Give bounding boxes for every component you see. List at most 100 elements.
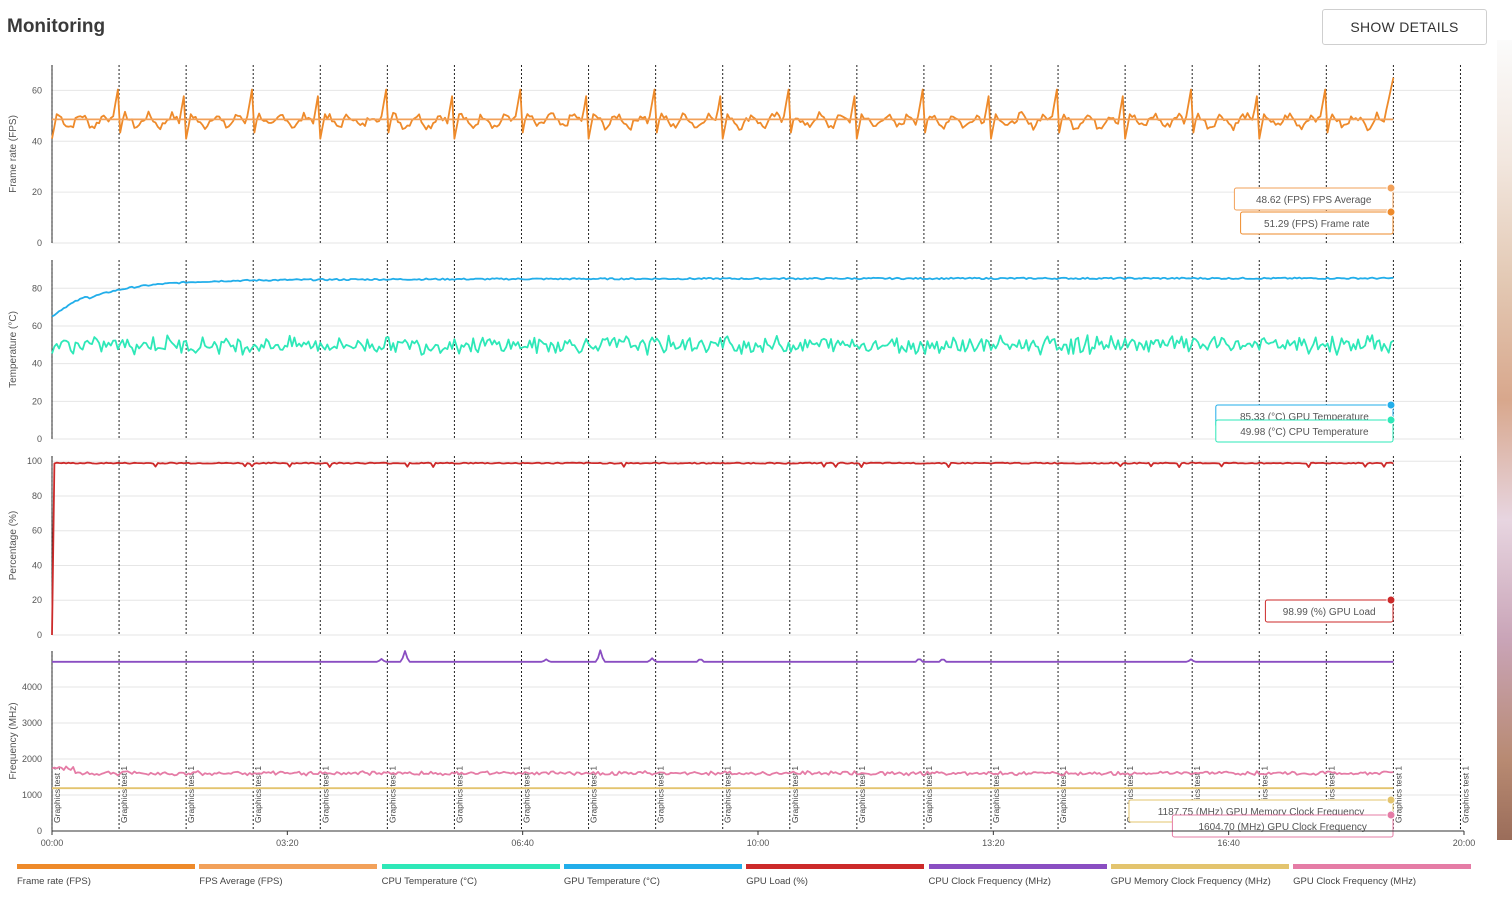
series-gpu_load — [51, 461, 1394, 636]
y-tick-label: 40 — [32, 560, 42, 570]
test-marker-label: Graphics test 1 — [320, 766, 330, 823]
legend-swatch — [928, 864, 1107, 869]
legend-swatch — [17, 864, 195, 869]
x-axis: 00:00 03:20 06:40 10:00 13:20 16:40 20:00 — [41, 830, 1476, 848]
y-tick-label: 4000 — [22, 682, 42, 692]
test-marker-label: Graphics test 1 — [1326, 766, 1336, 823]
legend-item[interactable]: GPU Clock Frequency (MHz) — [1293, 864, 1472, 894]
y-tick-label: 20 — [32, 595, 42, 605]
test-marker-label: Graphics test 1 — [857, 766, 867, 823]
legend-swatch — [381, 864, 560, 869]
legend-item[interactable]: CPU Temperature (°C) — [381, 864, 560, 894]
test-marker-label: Graphics test 1 — [790, 766, 800, 823]
legend-item[interactable]: GPU Memory Clock Frequency (MHz) — [1110, 864, 1289, 894]
legend-label: GPU Clock Frequency (MHz) — [1293, 876, 1417, 887]
y-tick-label: 60 — [32, 85, 42, 95]
y-tick-label: 3000 — [22, 718, 42, 728]
tooltip-text: 85.33 (°C) GPU Temperature — [1240, 412, 1369, 423]
series-cpu_temp — [51, 334, 1394, 356]
test-marker-label: Graphics test 1 — [1058, 766, 1068, 823]
background-art — [1497, 40, 1512, 840]
chart-panel-2: 0 20 40 60 80 Temperature (°C) 85.33 (°C) GPU … — [8, 260, 1464, 444]
legend-item[interactable]: GPU Load (%) — [746, 864, 925, 894]
test-marker-label: Graphics test 1 — [521, 766, 531, 823]
legend-label: GPU Memory Clock Frequency (MHz) — [1110, 876, 1271, 887]
tooltip-box — [1233, 187, 1394, 211]
y-axis-label: Percentage (%) — [8, 511, 19, 580]
test-marker-label: Graphics test 1 — [656, 766, 666, 823]
test-marker-label: Graphics test 1 — [723, 766, 733, 823]
legend-item[interactable]: Frame rate (FPS) — [17, 864, 195, 894]
show-details-button[interactable]: SHOW DETAILS — [1322, 9, 1487, 45]
tooltip-dot — [1386, 207, 1396, 217]
x-tick-label: 06:40 — [511, 838, 534, 848]
y-tick-label: 2000 — [22, 754, 42, 764]
legend-label: CPU Temperature (°C) — [381, 876, 478, 887]
y-tick-label: 0 — [37, 630, 42, 640]
legend-label: GPU Temperature (°C) — [563, 876, 660, 887]
legend-label: FPS Average (FPS) — [199, 876, 283, 887]
y-tick-label: 0 — [37, 238, 42, 248]
legend-swatch — [1293, 864, 1472, 869]
test-marker-label: Graphics test 1 — [387, 766, 397, 823]
legend-label: CPU Clock Frequency (MHz) — [928, 876, 1051, 887]
tooltip-text: 98.99 (%) GPU Load — [1283, 607, 1376, 618]
y-tick-label: 60 — [32, 526, 42, 536]
y-tick-label: 60 — [32, 321, 42, 331]
tooltip-text: 49.98 (°C) CPU Temperature — [1240, 427, 1369, 438]
tooltip-dot — [1386, 183, 1396, 193]
legend-swatch — [1110, 864, 1289, 869]
tooltip-box — [1240, 211, 1394, 235]
y-tick-label: 100 — [27, 456, 42, 466]
y-axis-label: Temperature (°C) — [8, 311, 19, 388]
series-gpu_temp — [51, 276, 1394, 318]
monitoring-chart: 0 20 40 60 Frame rate (FPS) 48.62 (FPS) FPS A… — [8, 65, 1476, 848]
series-gpu_clock — [51, 765, 1394, 777]
page-title: Monitoring — [7, 16, 106, 37]
y-axis-label: Frame rate (FPS) — [8, 115, 19, 193]
tooltip-dot — [1386, 795, 1396, 805]
test-marker-label: Graphics test 1 — [52, 766, 62, 823]
tooltip-box — [1264, 599, 1394, 623]
test-marker-label: Graphics test 1 — [924, 766, 934, 823]
y-tick-label: 40 — [32, 359, 42, 369]
legend-label: Frame rate (FPS) — [17, 876, 91, 887]
test-marker-label: Graphics test 1 — [253, 766, 263, 823]
y-tick-label: 20 — [32, 396, 42, 406]
tooltip-text: 51.29 (FPS) Frame rate — [1264, 219, 1370, 230]
test-marker-label: Graphics test 1 — [119, 766, 129, 823]
tooltip-text: 1604.70 (MHz) GPU Clock Frequency — [1198, 822, 1366, 833]
y-tick-label: 20 — [32, 187, 42, 197]
y-tick-label: 80 — [32, 491, 42, 501]
test-marker-label: Graphics test 1 — [1125, 766, 1135, 823]
y-tick-label: 0 — [37, 434, 42, 444]
test-marker-label: Graphics test 1 — [1259, 766, 1269, 823]
test-marker-label: Graphics test 1 — [454, 766, 464, 823]
tooltip-box — [1215, 419, 1394, 443]
x-tick-label: 20:00 — [1453, 838, 1476, 848]
y-tick-label: 0 — [37, 826, 42, 836]
test-marker-label: Graphics test 1 — [1460, 766, 1470, 823]
x-tick-label: 00:00 — [41, 838, 64, 848]
legend-swatch — [746, 864, 925, 869]
x-tick-label: 16:40 — [1217, 838, 1240, 848]
legend-label: GPU Load (%) — [746, 876, 808, 887]
x-tick-label: 10:00 — [747, 838, 770, 848]
series-cpu_clock — [52, 649, 1394, 663]
y-tick-label: 80 — [32, 283, 42, 293]
legend-item[interactable]: FPS Average (FPS) — [199, 864, 378, 894]
tooltip-dot — [1386, 400, 1396, 410]
legend-swatch — [199, 864, 378, 869]
tooltip-text: 48.62 (FPS) FPS Average — [1256, 195, 1372, 206]
chart-panel-1: 0 20 40 60 Frame rate (FPS) 48.62 (FPS) FPS A… — [8, 65, 1464, 248]
y-tick-label: 40 — [32, 136, 42, 146]
legend-item[interactable]: CPU Clock Frequency (MHz) — [928, 864, 1107, 894]
x-tick-label: 13:20 — [982, 838, 1005, 848]
test-marker-label: Graphics test 1 — [1393, 766, 1403, 823]
test-marker-label: Graphics test 1 — [589, 766, 599, 823]
legend-item[interactable]: GPU Temperature (°C) — [563, 864, 742, 894]
chart-panel-3: 0 20 40 60 80 100 Percentage (%) 98.99 (%) GPU … — [8, 456, 1464, 640]
tooltip-dot — [1386, 415, 1396, 425]
y-tick-label: 1000 — [22, 790, 42, 800]
